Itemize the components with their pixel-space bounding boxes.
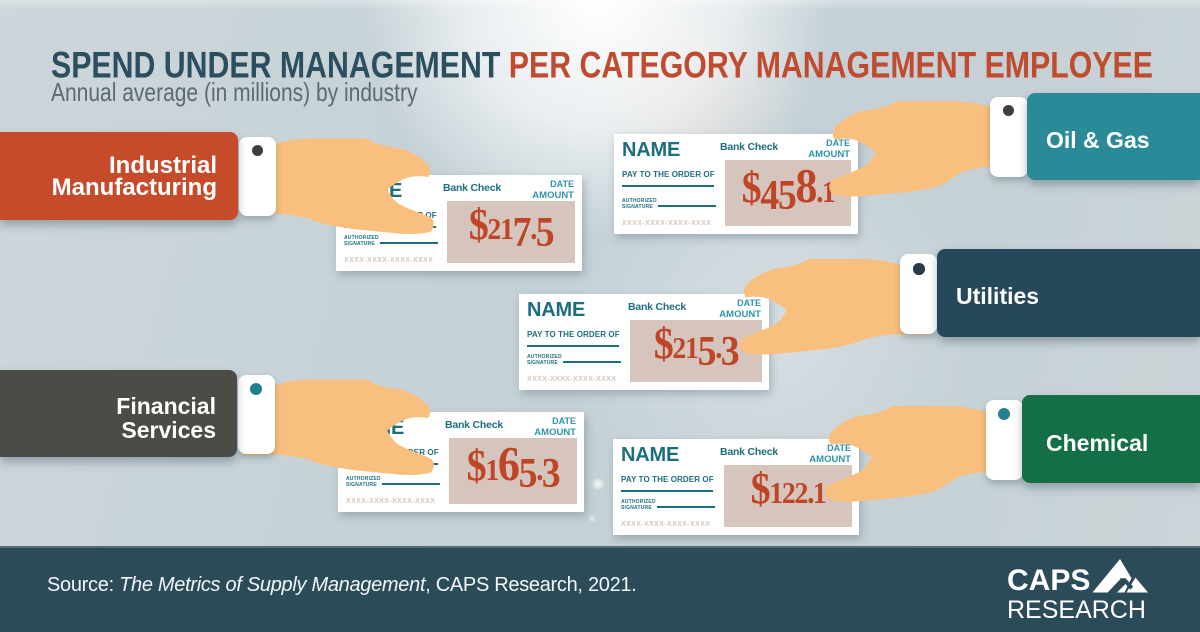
svg-text:RESEARCH: RESEARCH [1007, 596, 1146, 620]
svg-text:CAPS: CAPS [1007, 564, 1090, 597]
